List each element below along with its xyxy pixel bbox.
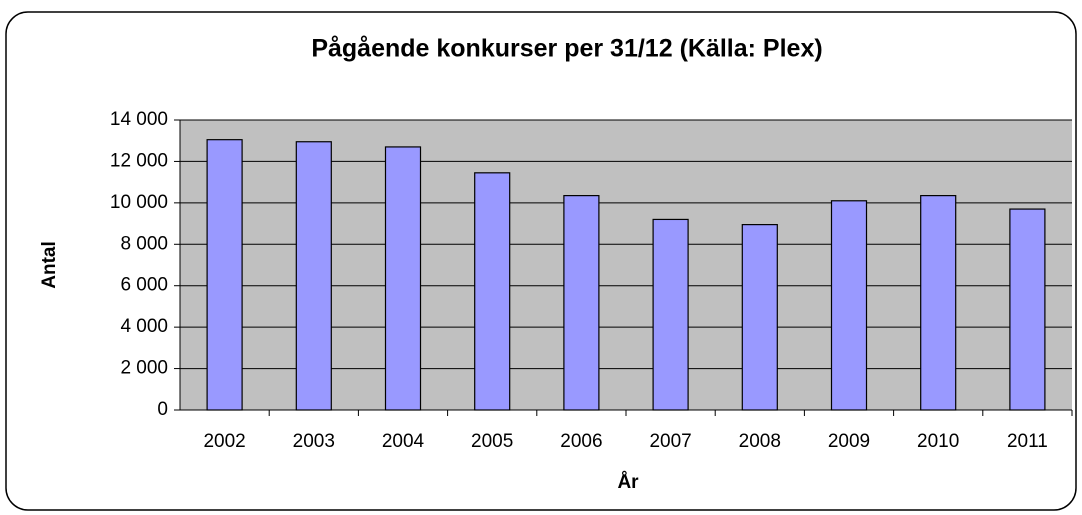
bar xyxy=(1009,208,1046,411)
y-tick-label: 14 000 xyxy=(110,109,168,130)
bar xyxy=(474,172,511,411)
y-tick-label: 8 000 xyxy=(120,233,168,254)
x-tick-label: 2002 xyxy=(203,431,245,452)
bar xyxy=(563,195,600,411)
x-tick-label: 2007 xyxy=(649,431,691,452)
x-tick-label: 2009 xyxy=(828,431,870,452)
y-tick-label: 4 000 xyxy=(120,316,168,337)
bar xyxy=(384,146,422,411)
bar xyxy=(741,224,778,411)
x-axis-label: År xyxy=(617,472,639,493)
y-tick-label: 0 xyxy=(157,399,168,420)
x-tick-label: 2004 xyxy=(382,431,425,452)
bar xyxy=(295,141,332,411)
y-tick-label: 12 000 xyxy=(110,150,168,171)
y-axis-label: Antal xyxy=(39,241,60,289)
bar xyxy=(830,200,868,411)
x-tick-label: 2006 xyxy=(560,431,602,452)
y-tick-label: 10 000 xyxy=(110,192,168,213)
bar xyxy=(652,218,689,411)
x-tick-label: 2003 xyxy=(293,431,335,452)
y-tick-label: 6 000 xyxy=(120,275,168,296)
y-tick-label: 2 000 xyxy=(120,358,168,379)
x-tick-label: 2005 xyxy=(471,431,513,452)
x-tick-label: 2011 xyxy=(1007,431,1048,452)
x-tick-label: 2008 xyxy=(739,431,781,452)
bar xyxy=(206,139,243,411)
bar xyxy=(920,195,957,411)
x-tick-label: 2010 xyxy=(917,431,959,452)
chart-title: Pågående konkurser per 31/12 (Källa: Ple… xyxy=(311,35,822,63)
